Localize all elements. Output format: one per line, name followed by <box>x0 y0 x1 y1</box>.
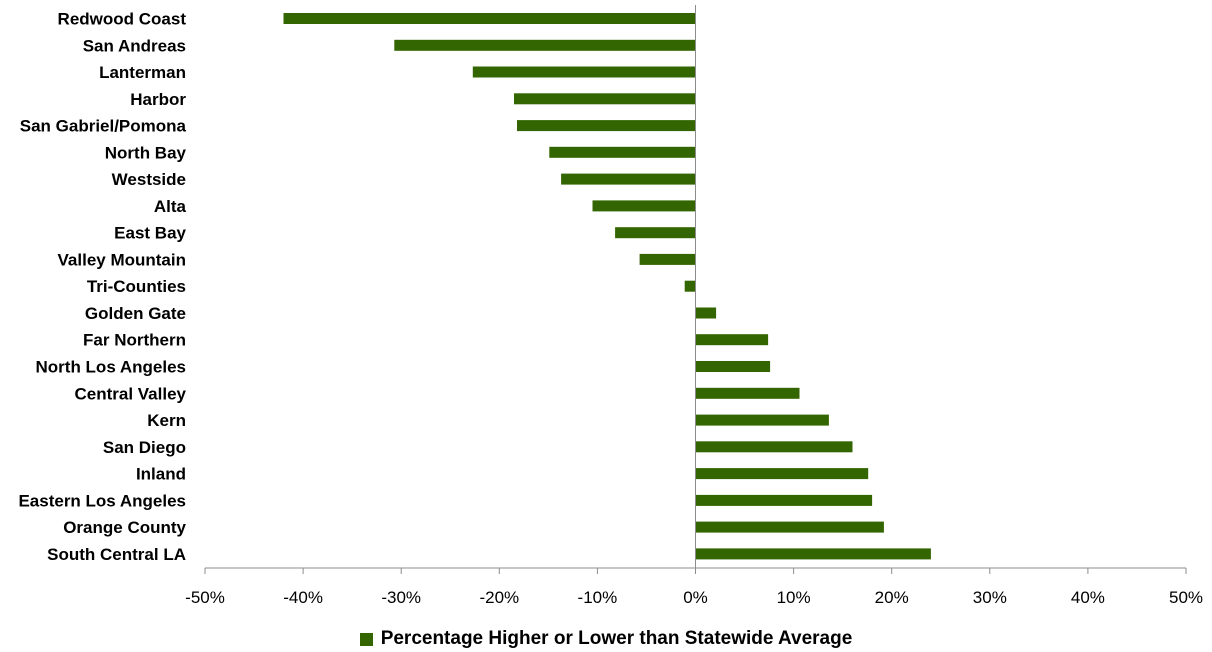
x-tick-label: 10% <box>777 588 811 607</box>
x-tick-label: 20% <box>875 588 909 607</box>
bar <box>695 548 931 560</box>
bar <box>695 468 869 480</box>
category-labels: Redwood Coast San Andreas Lanterman Harbor S… <box>18 10 186 564</box>
bar <box>639 253 696 265</box>
category-label: Tri-Counties <box>87 277 186 296</box>
bar <box>695 414 829 426</box>
bar <box>514 93 696 105</box>
bar <box>549 146 696 158</box>
bar <box>283 13 696 24</box>
bar <box>684 280 696 292</box>
bar <box>695 521 884 533</box>
category-label: Westside <box>112 170 186 189</box>
category-label: Orange County <box>63 518 186 537</box>
category-label: San Andreas <box>83 36 186 55</box>
category-label: East Bay <box>114 224 186 243</box>
bar-chart: Redwood Coast San Andreas Lanterman Harbor S… <box>18 5 1203 607</box>
category-label: Kern <box>147 411 186 430</box>
legend-label: Percentage Higher or Lower than Statewid… <box>380 628 853 649</box>
bar <box>695 494 873 506</box>
x-tick-label: 0% <box>683 588 708 607</box>
category-label: Redwood Coast <box>58 10 187 29</box>
category-label: Valley Mountain <box>58 250 186 269</box>
category-label: Golden Gate <box>85 304 186 323</box>
x-tick-label: 30% <box>973 588 1007 607</box>
bar <box>517 120 696 132</box>
bar <box>695 441 853 453</box>
category-label: Eastern Los Angeles <box>18 491 186 510</box>
x-axis: -50% -40% -30% -20% -10% 0% 10% 20% 30% 40% 50% <box>185 5 1203 607</box>
bar <box>695 361 771 372</box>
category-label: North Bay <box>105 143 187 162</box>
category-label: South Central LA <box>47 545 186 564</box>
category-label: Far Northern <box>83 331 186 350</box>
category-label: San Diego <box>103 438 186 457</box>
bar <box>695 307 717 319</box>
category-label: Central Valley <box>74 384 186 403</box>
legend: Percentage Higher or Lower than Statewid… <box>0 626 1212 652</box>
legend-swatch <box>359 632 373 646</box>
bar <box>695 334 769 346</box>
x-tick-label: 40% <box>1071 588 1105 607</box>
bars-group <box>283 13 931 560</box>
bar <box>695 387 800 399</box>
x-tick-label: -20% <box>479 588 519 607</box>
bar <box>394 39 696 51</box>
bar <box>592 200 696 212</box>
x-tick-label: 50% <box>1169 588 1203 607</box>
category-label: Alta <box>154 197 187 216</box>
bar <box>472 66 696 78</box>
bar <box>561 173 696 185</box>
x-tick-label: -10% <box>578 588 618 607</box>
bar <box>615 227 696 239</box>
x-tick-label: -30% <box>381 588 421 607</box>
x-tick-label: -40% <box>283 588 323 607</box>
x-tick-label: -50% <box>185 588 225 607</box>
category-label: Lanterman <box>99 63 186 82</box>
category-label: San Gabriel/Pomona <box>20 117 187 136</box>
category-label: Inland <box>136 465 186 484</box>
category-label: Harbor <box>130 90 186 109</box>
category-label: North Los Angeles <box>36 358 187 377</box>
